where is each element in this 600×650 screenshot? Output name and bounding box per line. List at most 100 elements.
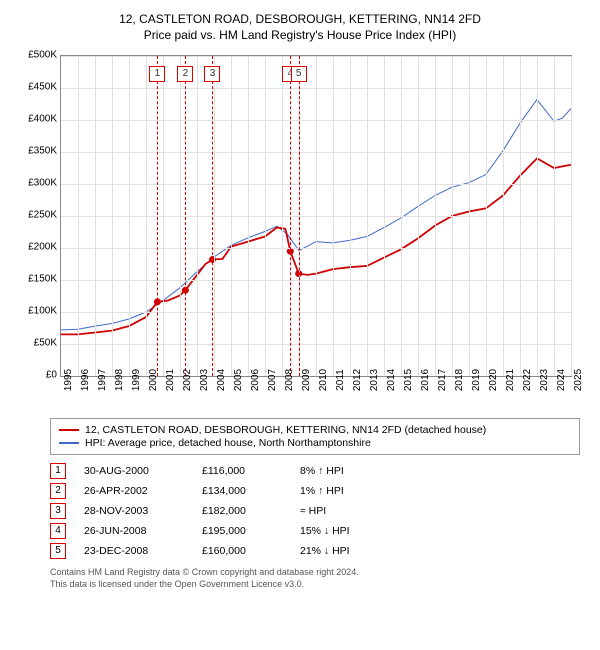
sale-row: 3 28-NOV-2003 £182,000 ≈ HPI <box>50 501 580 521</box>
legend-row-hpi: HPI: Average price, detached house, Nort… <box>59 437 571 449</box>
x-axis-label: 2019 <box>471 369 482 391</box>
chart-title-block: 12, CASTLETON ROAD, DESBOROUGH, KETTERIN… <box>10 12 590 42</box>
y-axis-label: £250K <box>28 210 57 221</box>
y-axis-label: £50K <box>34 338 57 349</box>
sale-delta: 15% ↓ HPI <box>300 525 420 537</box>
x-axis-label: 2002 <box>182 369 193 391</box>
x-axis-label: 1999 <box>131 369 142 391</box>
footer-line1: Contains HM Land Registry data © Crown c… <box>50 567 580 579</box>
sale-number-box: 3 <box>50 503 66 519</box>
legend-row-property: 12, CASTLETON ROAD, DESBOROUGH, KETTERIN… <box>59 424 571 436</box>
sale-price: £182,000 <box>202 505 292 517</box>
y-axis-label: £300K <box>28 178 57 189</box>
legend-swatch-hpi <box>59 442 79 444</box>
x-axis-label: 2008 <box>284 369 295 391</box>
event-marker: 2 <box>177 66 193 82</box>
sale-price: £195,000 <box>202 525 292 537</box>
x-axis-label: 2014 <box>386 369 397 391</box>
x-axis-label: 2011 <box>335 369 346 391</box>
x-gridline <box>95 56 96 376</box>
x-gridline <box>350 56 351 376</box>
sale-number-box: 5 <box>50 543 66 559</box>
x-axis-label: 2022 <box>522 369 533 391</box>
y-axis-label: £0 <box>46 370 57 381</box>
y-axis-label: £500K <box>28 50 57 61</box>
y-axis-label: £200K <box>28 242 57 253</box>
x-gridline <box>384 56 385 376</box>
sale-price: £116,000 <box>202 465 292 477</box>
sale-row: 130-AUG-2000£116,0008% ↑ HPI <box>50 461 580 481</box>
sale-delta: 21% ↓ HPI <box>300 545 420 557</box>
x-axis-label: 1998 <box>114 369 125 391</box>
sale-price: £134,000 <box>202 485 292 497</box>
title-subtitle: Price paid vs. HM Land Registry's House … <box>10 28 590 42</box>
x-axis-label: 2007 <box>267 369 278 391</box>
x-axis-label: 2017 <box>437 369 448 391</box>
x-axis-label: 2013 <box>369 369 380 391</box>
x-axis-label: 2004 <box>216 369 227 391</box>
sales-table: 130-AUG-2000£116,0008% ↑ HPI226-APR-2002… <box>50 461 580 561</box>
x-gridline <box>248 56 249 376</box>
event-dashline <box>157 56 158 376</box>
x-gridline <box>316 56 317 376</box>
x-gridline <box>554 56 555 376</box>
x-gridline <box>452 56 453 376</box>
x-gridline <box>571 56 572 376</box>
x-gridline <box>78 56 79 376</box>
x-axis-label: 2016 <box>420 369 431 391</box>
chart-container: 12345 £0 £50K £100K £150K £200K £250K £300K £35… <box>20 50 580 410</box>
sale-date: 30-AUG-2000 <box>84 465 194 477</box>
x-gridline <box>401 56 402 376</box>
sale-delta: ≈ HPI <box>300 505 420 517</box>
sale-price: £160,000 <box>202 545 292 557</box>
sale-number-box: 2 <box>50 483 66 499</box>
sale-date: 28-NOV-2003 <box>84 505 194 517</box>
x-axis-label: 1995 <box>63 369 74 391</box>
x-gridline <box>469 56 470 376</box>
y-axis-label: £350K <box>28 146 57 157</box>
x-axis-label: 2024 <box>556 369 567 391</box>
y-axis-label: £100K <box>28 306 57 317</box>
legend-label-hpi: HPI: Average price, detached house, Nort… <box>85 437 371 449</box>
event-marker: 3 <box>204 66 220 82</box>
x-gridline <box>231 56 232 376</box>
event-dashline <box>185 56 186 376</box>
x-axis-label: 2012 <box>352 369 363 391</box>
x-axis-label: 2006 <box>250 369 261 391</box>
x-gridline <box>129 56 130 376</box>
legend-label-property: 12, CASTLETON ROAD, DESBOROUGH, KETTERIN… <box>85 424 486 436</box>
x-axis-label: 2003 <box>199 369 210 391</box>
footer-line2: This data is licensed under the Open Gov… <box>50 579 580 591</box>
x-gridline <box>486 56 487 376</box>
x-axis-label: 2010 <box>318 369 329 391</box>
x-gridline <box>333 56 334 376</box>
x-gridline <box>146 56 147 376</box>
x-gridline <box>214 56 215 376</box>
y-axis-label: £150K <box>28 274 57 285</box>
x-axis-label: 2025 <box>573 369 584 391</box>
x-axis-label: 2001 <box>165 369 176 391</box>
x-axis-label: 2015 <box>403 369 414 391</box>
x-axis-label: 2005 <box>233 369 244 391</box>
x-gridline <box>367 56 368 376</box>
x-gridline <box>418 56 419 376</box>
x-gridline <box>520 56 521 376</box>
legend-box: 12, CASTLETON ROAD, DESBOROUGH, KETTERIN… <box>50 418 580 455</box>
x-axis-label: 1997 <box>97 369 108 391</box>
x-gridline <box>537 56 538 376</box>
x-gridline <box>112 56 113 376</box>
x-axis-label: 2018 <box>454 369 465 391</box>
y-axis-label: £400K <box>28 114 57 125</box>
event-dashline <box>299 56 300 376</box>
footer-attribution: Contains HM Land Registry data © Crown c… <box>50 567 580 590</box>
sale-row: 523-DEC-2008£160,00021% ↓ HPI <box>50 541 580 561</box>
sale-date: 26-JUN-2008 <box>84 525 194 537</box>
y-axis-label: £450K <box>28 82 57 93</box>
plot-area: 12345 <box>60 55 572 377</box>
sale-row: 426-JUN-2008£195,00015% ↓ HPI <box>50 521 580 541</box>
x-gridline <box>503 56 504 376</box>
sale-delta: 1% ↑ HPI <box>300 485 420 497</box>
sale-date: 26-APR-2002 <box>84 485 194 497</box>
x-gridline <box>265 56 266 376</box>
sale-number-box: 1 <box>50 463 66 479</box>
